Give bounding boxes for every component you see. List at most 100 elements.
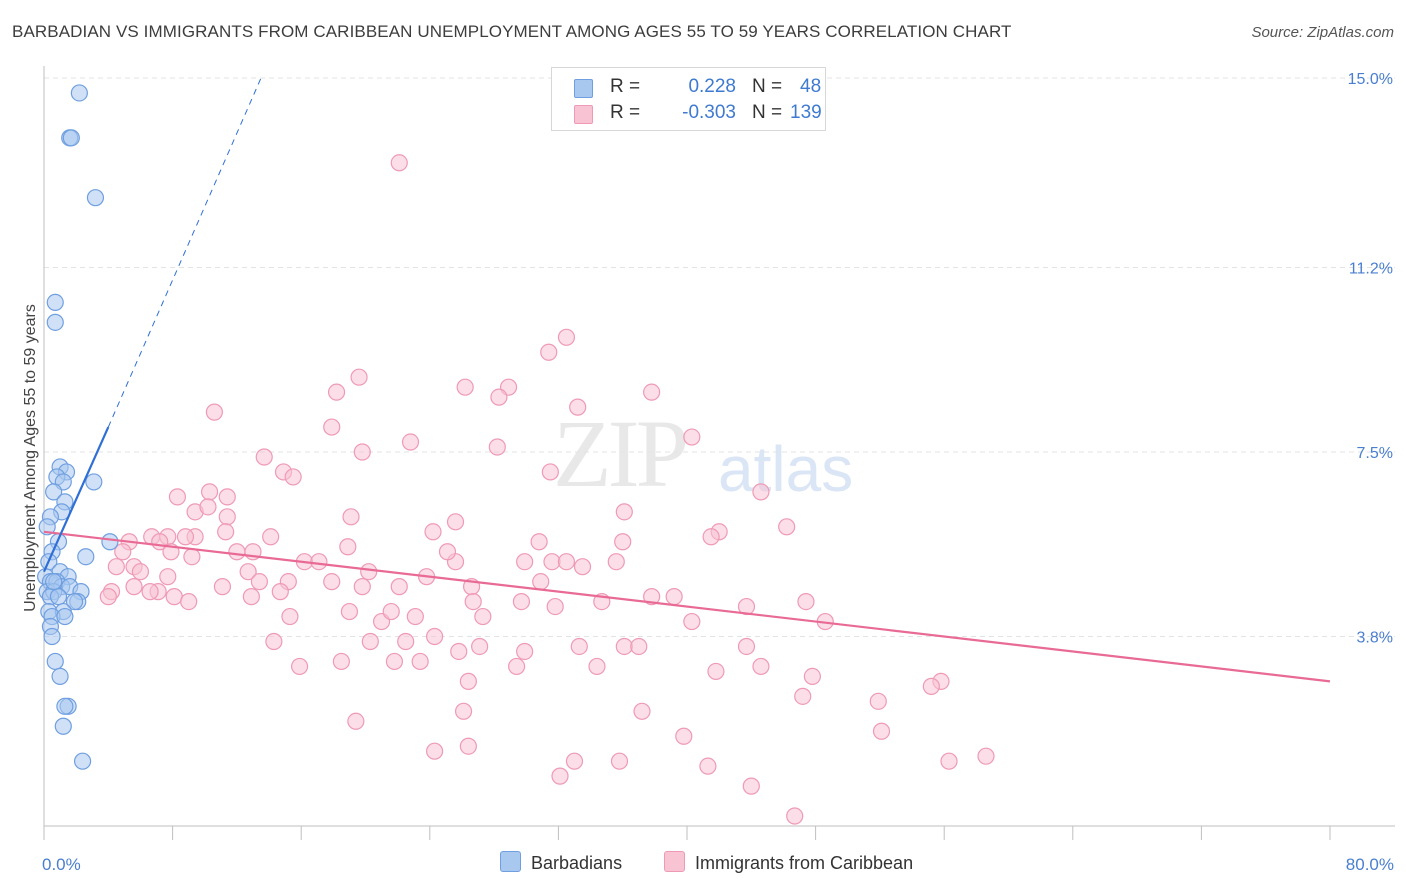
caribbean-point — [464, 592, 482, 611]
caribbean-point — [281, 607, 299, 626]
caribbean-point — [176, 528, 195, 546]
caribbean-point — [551, 767, 569, 785]
caribbean-point — [323, 418, 341, 436]
caribbean-point — [474, 607, 492, 626]
barbadian-points — [37, 84, 119, 770]
caribbean-point — [284, 468, 302, 486]
caribbean-point — [797, 592, 815, 611]
caribbean-point — [557, 553, 576, 571]
caribbean-point — [228, 543, 246, 561]
caribbean-point — [250, 573, 269, 591]
caribbean-point — [633, 702, 651, 720]
caribbean-point — [217, 523, 235, 541]
x-tick-label-min: 0.0% — [42, 855, 81, 874]
y-tick-label: 11.2% — [1349, 260, 1393, 277]
barbadian-point — [85, 473, 103, 491]
caribbean-point — [570, 637, 588, 656]
caribbean-point — [541, 463, 559, 481]
caribbean-point — [488, 438, 506, 456]
caribbean-point — [200, 483, 219, 501]
caribbean-point — [573, 558, 592, 576]
caribbean-point — [347, 712, 365, 730]
barbadian-point — [62, 129, 80, 147]
barbadian-point — [46, 313, 64, 331]
barbadian-point — [46, 652, 64, 671]
barbadian-point — [38, 518, 56, 536]
caribbean-point — [340, 602, 359, 621]
caribbean-point — [265, 632, 283, 651]
caribbean-point — [459, 737, 477, 755]
caribbean-point — [794, 687, 812, 705]
caribbean-point — [643, 588, 661, 606]
caribbean-points — [99, 154, 995, 825]
caribbean-point — [588, 657, 606, 676]
caribbean-point — [125, 578, 143, 596]
caribbean-point — [339, 538, 357, 556]
caribbean-point — [699, 757, 717, 775]
caribbean-point — [565, 752, 584, 770]
caribbean-point — [242, 588, 260, 606]
caribbean-point — [540, 343, 558, 361]
caribbean-point — [262, 528, 280, 546]
caribbean-point — [872, 722, 891, 740]
caribbean-point — [607, 553, 625, 571]
caribbean-point — [390, 154, 408, 172]
caribbean-point — [353, 578, 371, 596]
caribbean-point — [742, 777, 760, 795]
caribbean-point — [180, 592, 198, 611]
caribbean-point — [327, 383, 346, 401]
caribbean-point — [342, 508, 360, 526]
axes — [43, 66, 1395, 840]
legend-n-label: N = — [752, 76, 783, 97]
legend-r-label: R = — [610, 102, 641, 123]
caribbean-point — [615, 637, 633, 656]
caribbean-point — [271, 583, 289, 601]
caribbean-point — [683, 612, 701, 631]
barbadian-point — [73, 752, 92, 770]
caribbean-point — [159, 568, 177, 586]
caribbean-point — [114, 543, 132, 561]
caribbean-point — [382, 602, 400, 621]
barbadian-point — [56, 697, 74, 715]
bottom-legend-label-barbadians: Barbadians — [531, 853, 623, 873]
caribbean-point — [610, 752, 629, 770]
caribbean-point — [390, 578, 408, 596]
bottom-legend-swatch-barbadians — [500, 851, 521, 872]
caribbean-point — [546, 597, 564, 616]
legend-swatch-caribbean — [574, 105, 593, 124]
caribbean-point — [512, 592, 531, 611]
caribbean-point — [630, 637, 648, 656]
caribbean-point — [665, 588, 683, 606]
caribbean-point — [490, 388, 508, 406]
caribbean-point — [869, 692, 887, 710]
caribbean-point — [353, 443, 371, 461]
caribbean-point — [752, 483, 770, 501]
caribbean-point — [199, 498, 217, 516]
caribbean-point — [310, 553, 328, 571]
barbadian-point — [56, 607, 74, 626]
barbadian-point — [70, 84, 88, 102]
barbadian-point — [45, 483, 63, 501]
trend-lines — [42, 77, 1331, 683]
caribbean-point — [675, 727, 693, 745]
caribbean-point — [516, 553, 534, 571]
barbadian-point — [54, 717, 72, 735]
barbadian-point — [65, 592, 84, 611]
caribbean-point — [702, 528, 720, 546]
caribbean-point — [459, 672, 477, 690]
caribbean-trend-line — [43, 530, 1331, 683]
caribbean-point — [450, 642, 468, 661]
caribbean-point — [922, 677, 940, 695]
caribbean-point — [361, 632, 379, 651]
x-tick-label-max: 80.0% — [1346, 855, 1394, 874]
caribbean-point — [255, 448, 273, 466]
barbadian-point — [43, 627, 61, 646]
caribbean-point — [532, 573, 550, 591]
caribbean-point — [707, 662, 725, 681]
caribbean-point — [406, 607, 424, 626]
barbadian-point — [49, 588, 68, 606]
caribbean-point — [803, 667, 821, 686]
caribbean-point — [218, 488, 236, 506]
caribbean-point — [683, 428, 701, 446]
